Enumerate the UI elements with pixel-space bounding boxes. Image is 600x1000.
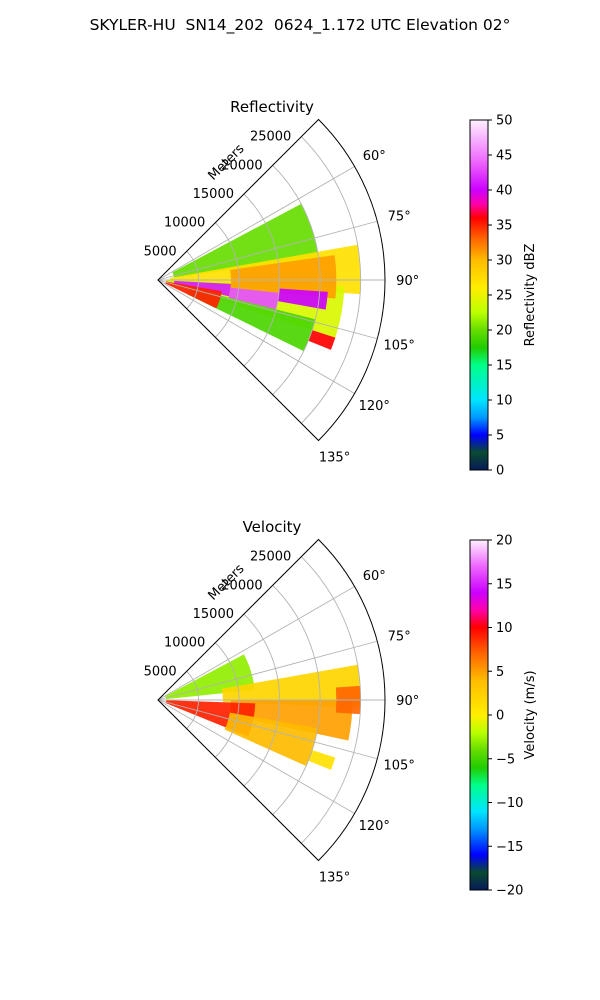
angular-tick-label: 120° bbox=[359, 819, 390, 834]
sector-frame bbox=[157, 538, 386, 862]
azimuth-gridline bbox=[157, 699, 355, 814]
colorbar-tick-label: 50 bbox=[496, 114, 513, 129]
azimuth-gridline bbox=[157, 279, 355, 394]
angular-tick-label: 90° bbox=[396, 694, 419, 709]
radial-tick-label: 25000 bbox=[250, 130, 291, 145]
reflectivity-panel: Reflectivity500010000150002000025000Mete… bbox=[144, 98, 538, 479]
angular-tick-label: 60° bbox=[363, 149, 386, 164]
panel-title: Reflectivity bbox=[230, 98, 314, 116]
radial-tick-label: 5000 bbox=[144, 244, 177, 259]
data-cell bbox=[221, 664, 361, 708]
data-cell bbox=[308, 330, 336, 350]
data-cell bbox=[308, 750, 336, 770]
data-layer bbox=[165, 203, 361, 352]
colorbar-tick-label: −10 bbox=[496, 796, 523, 811]
radial-tick-label: 10000 bbox=[164, 636, 205, 651]
colorbar-tick-label: −5 bbox=[496, 752, 515, 767]
colorbar-tick-label: 40 bbox=[496, 184, 513, 199]
colorbar-tick-label: 25 bbox=[496, 289, 513, 304]
panel-title: Velocity bbox=[243, 518, 302, 536]
colorbar-tick-label: 0 bbox=[496, 709, 504, 724]
data-cell bbox=[277, 288, 328, 310]
colorbar-label: Velocity (m/s) bbox=[523, 670, 538, 759]
data-cell bbox=[224, 712, 318, 766]
data-cell bbox=[165, 281, 222, 309]
colorbar-label: Reflectivity dBZ bbox=[523, 244, 538, 347]
data-layer bbox=[165, 654, 361, 770]
colorbar-tick-label: 45 bbox=[496, 149, 513, 164]
colorbar-tick-label: 5 bbox=[496, 665, 504, 680]
data-cell bbox=[228, 287, 279, 310]
angular-tick-label: 105° bbox=[384, 759, 415, 774]
radial-tick-label: 25000 bbox=[250, 550, 291, 565]
angular-tick-label: 135° bbox=[319, 871, 350, 886]
azimuth-gridline bbox=[157, 699, 378, 760]
sector-frame bbox=[157, 118, 386, 442]
colorbar-tick-label: 10 bbox=[496, 621, 513, 636]
angular-tick-label: 105° bbox=[384, 339, 415, 354]
radial-tick-label: 15000 bbox=[193, 187, 234, 202]
azimuth-gridline bbox=[157, 586, 355, 701]
figure-title: SKYLER-HU SN14_202 0624_1.172 UTC Elevat… bbox=[89, 16, 511, 34]
azimuth-gridline bbox=[157, 166, 355, 281]
angular-tick-label: 75° bbox=[388, 209, 411, 224]
azimuth-gridline bbox=[157, 279, 378, 340]
colorbar-tick-label: 30 bbox=[496, 254, 513, 269]
colorbar-tick-label: 10 bbox=[496, 394, 513, 409]
angular-tick-label: 90° bbox=[396, 274, 419, 289]
colorbar-tick-label: 0 bbox=[496, 464, 504, 479]
colorbar-tick-label: 15 bbox=[496, 359, 513, 374]
angular-tick-label: 120° bbox=[359, 399, 390, 414]
colorbar-tick-label: 20 bbox=[496, 534, 513, 549]
radial-tick-label: 5000 bbox=[144, 664, 177, 679]
colorbar-tick-label: 15 bbox=[496, 577, 513, 592]
angular-tick-label: 75° bbox=[388, 629, 411, 644]
radial-tick-label: 15000 bbox=[193, 607, 234, 622]
data-cell bbox=[187, 287, 316, 352]
colorbar bbox=[469, 119, 489, 471]
data-cell bbox=[229, 700, 353, 741]
radial-tick-label: 20000 bbox=[221, 158, 262, 173]
colorbar-tick-label: 35 bbox=[496, 219, 513, 234]
data-cell bbox=[230, 255, 337, 299]
colorbar bbox=[469, 539, 489, 891]
colorbar-tick-label: −20 bbox=[496, 884, 523, 899]
radial-tick-label: 20000 bbox=[221, 578, 262, 593]
angular-tick-label: 60° bbox=[363, 569, 386, 584]
radial-tick-label: 10000 bbox=[164, 216, 205, 231]
colorbar-tick-label: 5 bbox=[496, 429, 504, 444]
azimuth-gridline bbox=[157, 220, 378, 281]
angular-tick-label: 135° bbox=[319, 451, 350, 466]
colorbar-tick-label: −15 bbox=[496, 840, 523, 855]
colorbar-tick-label: 20 bbox=[496, 324, 513, 339]
azimuth-gridline bbox=[157, 640, 378, 701]
